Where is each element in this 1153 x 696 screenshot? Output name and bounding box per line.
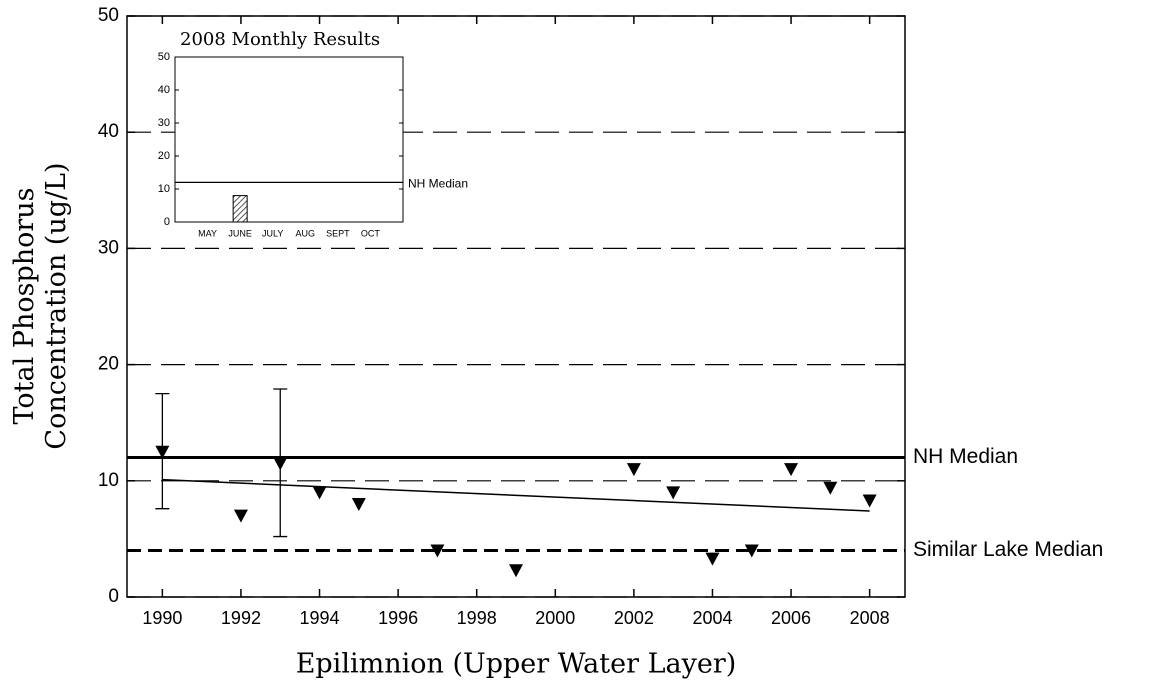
x-tick-label: AUG [296, 228, 316, 238]
y-tick-label: 50 [98, 5, 119, 26]
x-tick-label: MAY [198, 228, 217, 238]
y-tick-label: 30 [98, 237, 119, 258]
x-tick-label: SEPT [326, 228, 350, 238]
x-tick-label: 1996 [378, 608, 418, 628]
marker [744, 544, 759, 558]
marker [705, 552, 720, 566]
x-axis-label: Epilimnion (Upper Water Layer) [296, 649, 737, 680]
x-tick-label: 2004 [692, 608, 732, 628]
reference-label: NH Median [913, 445, 1018, 468]
marker [626, 463, 641, 477]
reference-label: NH Median [408, 177, 468, 191]
x-tick-label: JUNE [228, 228, 252, 238]
inset-title-background [176, 26, 426, 56]
marker [666, 486, 681, 500]
marker [862, 494, 877, 508]
inset-frame [174, 56, 404, 223]
marker [233, 509, 248, 523]
bar [232, 195, 248, 223]
x-tick-label: 2008 [850, 608, 890, 628]
x-tick-label: OCT [361, 228, 381, 238]
marker [784, 463, 799, 477]
reference-label: Similar Lake Median [913, 538, 1103, 561]
y-tick-label: 0 [108, 586, 119, 607]
x-tick-label: 1994 [300, 608, 340, 628]
main-chart: 0 10 20 30 40 50 1990 1992 1994 1996 1998 2000 2002 2… [9, 5, 1104, 679]
marker [823, 481, 838, 495]
x-tick-label: 2006 [771, 608, 811, 628]
marker [273, 457, 288, 471]
x-tick-label: 1992 [221, 608, 261, 628]
x-tick-label: JULY [262, 228, 283, 238]
y-tick-label: 40 [98, 121, 119, 142]
y-tick-label: 0 [164, 216, 170, 228]
marker [312, 486, 327, 500]
y-axis-label-line: Total Phosphorus [9, 187, 40, 424]
y-axis-label: Total PhosphorusConcentration (ug/L) [9, 162, 72, 449]
y-tick-label: 50 [158, 51, 170, 63]
x-tick-label: 2002 [614, 608, 654, 628]
trend-line [162, 478, 870, 512]
x-tick-label: 2000 [535, 608, 575, 628]
y-tick-label: 10 [98, 470, 119, 491]
x-tick-label: 1998 [457, 608, 497, 628]
inset-title: 2008 Monthly Results [180, 29, 380, 50]
y-tick-label: 20 [158, 150, 170, 162]
inset-background [175, 57, 403, 222]
inset-chart: 2008 Monthly Results 0 10 20 30 40 50 MAY JUNE JU… [158, 26, 468, 238]
y-tick-label: 10 [158, 183, 170, 195]
y-tick-label: 30 [158, 117, 170, 129]
plot-frame [126, 15, 906, 598]
y-tick-label: 40 [158, 84, 170, 96]
marker [509, 564, 523, 578]
y-axis-label-line: Concentration (ug/L) [41, 162, 72, 449]
y-tick-label: 20 [98, 354, 119, 375]
x-tick-label: 1990 [142, 608, 182, 628]
marker [351, 498, 366, 512]
marker [155, 445, 170, 459]
marker [430, 544, 445, 558]
